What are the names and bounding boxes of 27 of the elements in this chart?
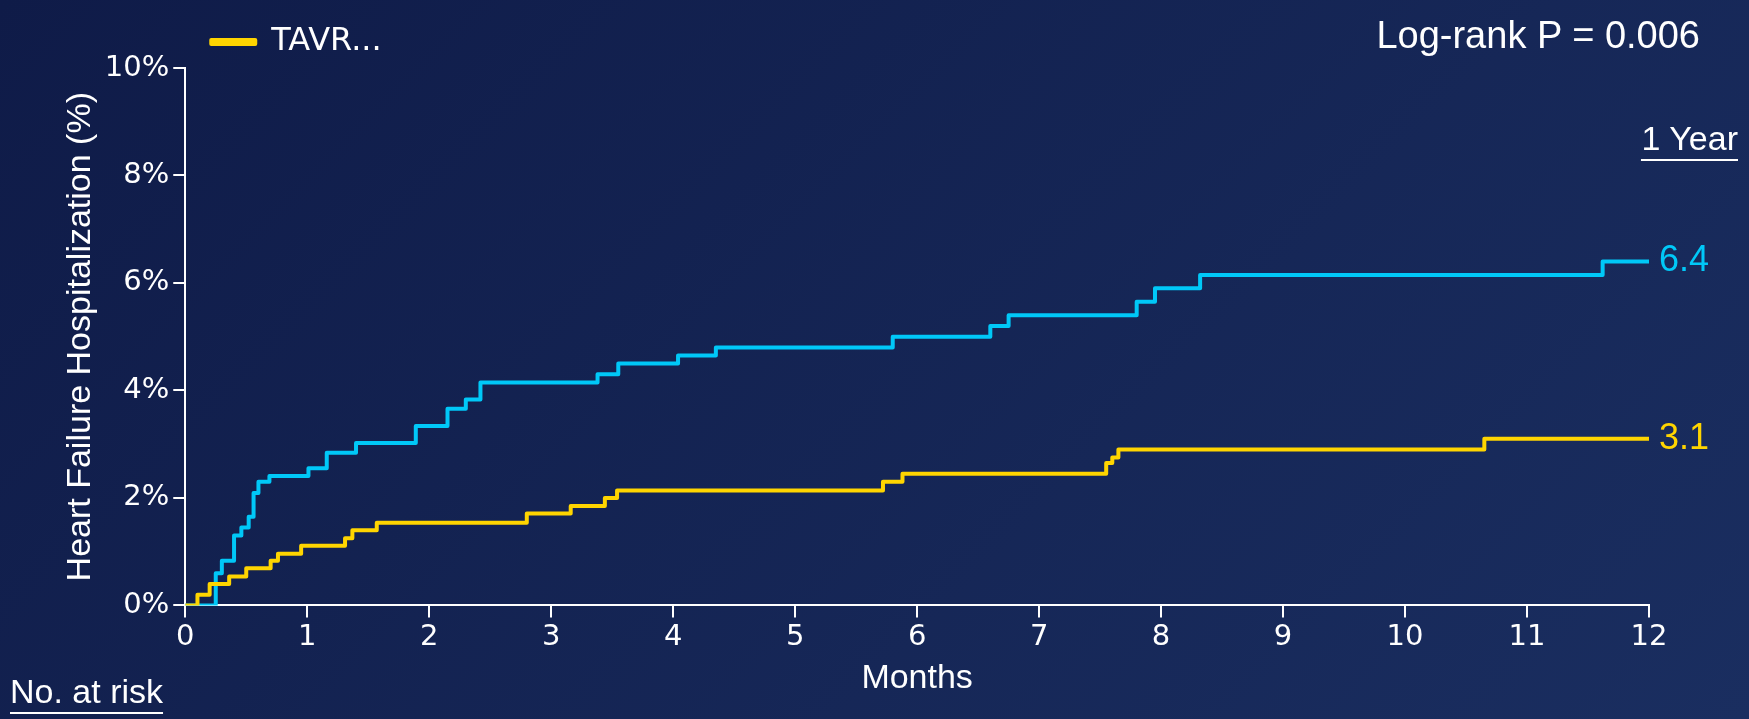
x-axis-title: Months: [861, 656, 973, 695]
legend-label: TAVR...: [270, 20, 382, 59]
y-tick-label: 6%: [123, 263, 170, 298]
x-tick-label: 4: [663, 618, 683, 653]
y-axis-title: Heart Failure Hospitalization (%): [58, 92, 97, 582]
text: No. at risk: [10, 672, 165, 711]
x-tick-label: 5: [785, 618, 805, 653]
x-tick-label: 10: [1386, 618, 1424, 653]
x-tick-label: 9: [1273, 618, 1293, 653]
x-tick-label: 3: [541, 618, 561, 653]
data-label: 6.4: [1659, 238, 1710, 280]
y-tick-label: 10%: [104, 48, 170, 83]
x-tick-label: 1: [298, 618, 317, 653]
x-tick-label: 0: [176, 618, 195, 653]
x-tick-label: 7: [1029, 618, 1049, 653]
x-tick-label: 11: [1508, 618, 1546, 653]
y-tick-label: 0%: [123, 585, 170, 620]
y-tick-label: 4%: [123, 370, 170, 405]
x-tick-label: 12: [1630, 618, 1668, 653]
annotation: 1 Year: [1641, 119, 1738, 158]
x-tick-label: 8: [1151, 618, 1171, 653]
y-tick-label: 2%: [123, 478, 170, 513]
text: Log-rank P = 0.006: [1376, 14, 1700, 57]
x-tick-label: 2: [419, 618, 439, 653]
data-label: 3.1: [1659, 415, 1710, 457]
x-tick-label: 6: [907, 618, 927, 653]
y-tick-label: 8%: [123, 156, 170, 191]
